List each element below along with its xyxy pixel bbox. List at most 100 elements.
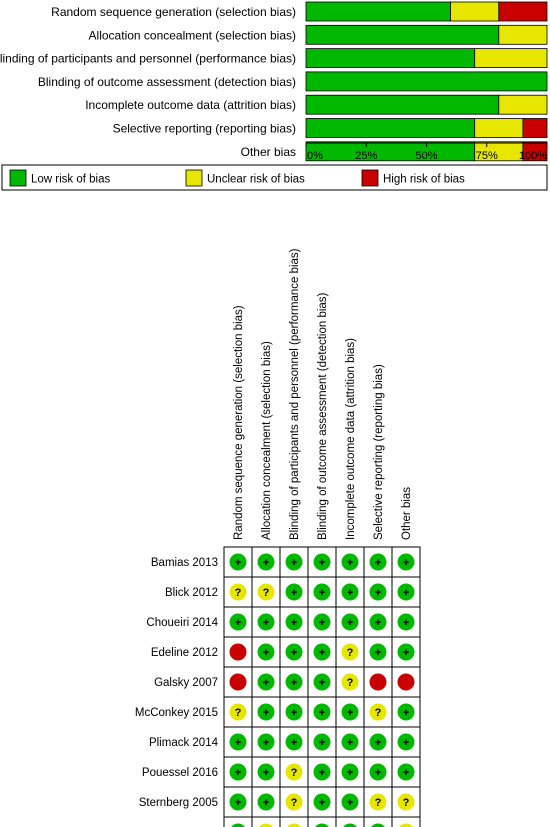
low-risk-marker bbox=[257, 733, 275, 751]
judgement-symbol: + bbox=[319, 767, 325, 779]
low-risk-marker bbox=[313, 703, 331, 721]
judgement-symbol: + bbox=[319, 707, 325, 719]
low-risk-marker bbox=[341, 583, 359, 601]
low-risk-marker bbox=[313, 553, 331, 571]
risk-of-bias-summary-chart: Random sequence generation (selection bi… bbox=[0, 1, 548, 162]
judgement-symbol: ? bbox=[403, 797, 410, 809]
judgement-symbol: + bbox=[291, 557, 297, 569]
low-risk-marker bbox=[397, 643, 415, 661]
low-risk-marker bbox=[397, 613, 415, 631]
low-risk-marker bbox=[257, 763, 275, 781]
judgement-symbol: + bbox=[403, 707, 409, 719]
low-risk-marker bbox=[231, 823, 245, 827]
bar-segment-low bbox=[305, 118, 476, 138]
judgement-symbol: + bbox=[319, 677, 325, 689]
bar-segment-unclear bbox=[474, 118, 524, 138]
low-risk-marker bbox=[369, 763, 387, 781]
high-risk-marker bbox=[369, 673, 387, 691]
low-risk-marker bbox=[315, 823, 329, 827]
judgement-symbol: ? bbox=[347, 647, 354, 659]
study-label: Galsky 2007 bbox=[154, 677, 218, 689]
category-label: Incomplete outcome data (attrition bias) bbox=[85, 98, 296, 112]
x-axis-tick-label: 100% bbox=[519, 150, 547, 162]
judgement-symbol: + bbox=[347, 797, 353, 809]
low-risk-marker bbox=[285, 703, 303, 721]
x-axis-tick-label: 0% bbox=[307, 150, 323, 162]
x-axis-tick-label: 50% bbox=[415, 150, 437, 162]
judgement-symbol: + bbox=[403, 617, 409, 629]
unclear-risk-marker bbox=[259, 823, 273, 827]
column-header: Blinding of participants and personnel (… bbox=[289, 248, 301, 540]
judgement-symbol: + bbox=[263, 677, 269, 689]
judgement-symbol: + bbox=[235, 767, 241, 779]
low-risk-marker bbox=[397, 553, 415, 571]
column-header: Selective reporting (reporting bias) bbox=[373, 364, 385, 540]
judgement-symbol: + bbox=[291, 587, 297, 599]
low-risk-marker bbox=[313, 793, 331, 811]
low-risk-marker bbox=[397, 733, 415, 751]
bar-segment-high bbox=[522, 118, 548, 138]
judgement-symbol: + bbox=[235, 557, 241, 569]
bar-segment-high bbox=[498, 1, 548, 22]
legend-swatch-unclear bbox=[185, 169, 203, 187]
low-risk-marker bbox=[257, 703, 275, 721]
low-risk-marker bbox=[229, 613, 247, 631]
low-risk-marker bbox=[285, 733, 303, 751]
bar-segment-unclear bbox=[498, 94, 548, 115]
low-risk-marker bbox=[229, 793, 247, 811]
judgement-symbol: ? bbox=[291, 767, 298, 779]
judgement-symbol: + bbox=[347, 767, 353, 779]
low-risk-marker bbox=[229, 733, 247, 751]
low-risk-marker bbox=[285, 613, 303, 631]
judgement-symbol: + bbox=[235, 797, 241, 809]
low-risk-marker bbox=[343, 823, 357, 827]
judgement-symbol: + bbox=[375, 767, 381, 779]
unclear-risk-marker bbox=[229, 703, 247, 721]
judgement-symbol: + bbox=[375, 647, 381, 659]
low-risk-marker bbox=[397, 703, 415, 721]
x-axis-tick-label: 25% bbox=[355, 150, 377, 162]
bar-segment-high bbox=[522, 141, 548, 162]
study-label: Blick 2012 bbox=[165, 587, 218, 599]
low-risk-marker bbox=[257, 793, 275, 811]
study-label: Choueiri 2014 bbox=[146, 617, 218, 629]
judgement-symbol: ? bbox=[375, 797, 382, 809]
low-risk-marker bbox=[257, 613, 275, 631]
column-header: Allocation concealment (selection bias) bbox=[261, 341, 273, 540]
column-header: Blinding of outcome assessment (detectio… bbox=[317, 292, 329, 540]
unclear-risk-marker bbox=[369, 793, 387, 811]
judgement-symbol: + bbox=[291, 677, 297, 689]
bar-segment-low bbox=[305, 1, 452, 22]
legend-swatch-low bbox=[9, 169, 27, 187]
unclear-risk-marker bbox=[397, 793, 415, 811]
low-risk-marker bbox=[341, 793, 359, 811]
low-risk-marker bbox=[341, 703, 359, 721]
bar-segment-unclear bbox=[450, 1, 500, 22]
judgement-symbol: + bbox=[347, 617, 353, 629]
legend-label-low: Low risk of bias bbox=[31, 174, 111, 186]
judgement-symbol: + bbox=[263, 767, 269, 779]
unclear-risk-marker bbox=[285, 763, 303, 781]
judgement-symbol: ? bbox=[291, 797, 298, 809]
low-risk-marker bbox=[341, 763, 359, 781]
column-header: Incomplete outcome data (attrition bias) bbox=[345, 338, 357, 540]
study-label: McConkey 2015 bbox=[135, 707, 218, 719]
judgement-symbol: + bbox=[291, 647, 297, 659]
judgement-symbol: + bbox=[319, 797, 325, 809]
category-label: Random sequence generation (selection bi… bbox=[51, 5, 296, 19]
judgement-symbol: + bbox=[347, 587, 353, 599]
low-risk-marker bbox=[285, 643, 303, 661]
high-risk-marker bbox=[229, 643, 247, 661]
low-risk-marker bbox=[285, 673, 303, 691]
judgement-symbol: + bbox=[403, 647, 409, 659]
study-label: Pouessel 2016 bbox=[142, 767, 218, 779]
low-risk-marker bbox=[257, 553, 275, 571]
category-label: Allocation concealment (selection bias) bbox=[89, 28, 296, 42]
judgement-symbol: + bbox=[403, 557, 409, 569]
category-label: Blinding of outcome assessment (detectio… bbox=[38, 75, 296, 89]
judgement-symbol: + bbox=[263, 737, 269, 749]
category-label: Other bias bbox=[241, 145, 296, 159]
judgement-symbol: + bbox=[375, 557, 381, 569]
low-risk-marker bbox=[369, 643, 387, 661]
